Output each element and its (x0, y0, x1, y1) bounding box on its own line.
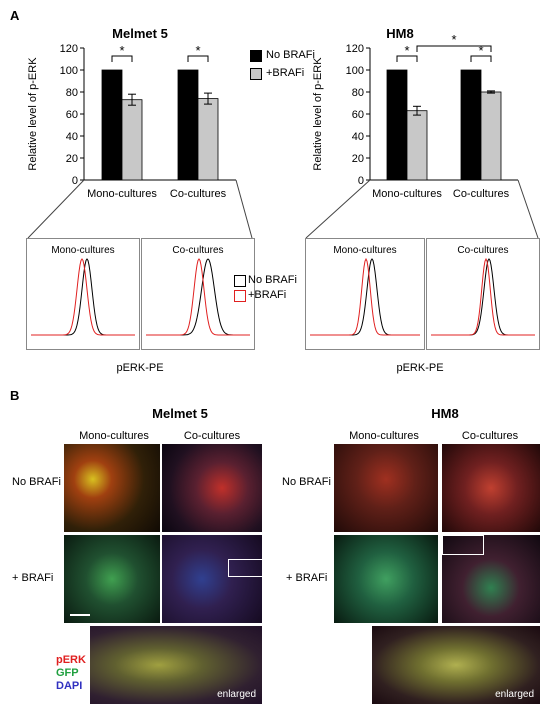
hist-legend-brafi: +BRAFi (248, 289, 287, 301)
category-label: Co-cultures (453, 188, 510, 200)
y-tick-label: 80 (352, 87, 364, 99)
micrograph-melmet-co-brafi (162, 535, 262, 623)
hist-legend-no-brafi: No BRAFi (248, 274, 297, 286)
row-label-melmet-no: No BRAFi (12, 476, 61, 488)
y-tick-label: 0 (72, 175, 78, 187)
sig-star-between: * (451, 32, 456, 47)
legend-swatch-no-brafi (250, 50, 262, 62)
zoom-box-hm8 (442, 535, 484, 555)
sig-bracket (111, 55, 133, 62)
y-tick-label: 20 (352, 153, 364, 165)
row-label-melmet-plus: + BRAFi (12, 572, 54, 584)
micrograph-hm8-mono-brafi (334, 535, 438, 623)
sig-bracket (187, 55, 209, 62)
micrograph-hm8-co-no (442, 444, 540, 532)
y-tick-label: 60 (66, 109, 78, 121)
y-tick-label: 120 (60, 43, 78, 55)
ylabel-melmet5: Relative level of p-ERK (27, 57, 39, 171)
scale-bar (70, 614, 90, 616)
bar (406, 110, 428, 181)
bar (460, 69, 482, 181)
zoom-line (235, 179, 253, 239)
zoom-connector-lines (27, 179, 539, 239)
zoom-line (27, 179, 85, 239)
sig-bracket (470, 55, 492, 62)
bar (197, 98, 219, 181)
micrograph-hm8-mono-no (334, 444, 438, 532)
row-label-hm8-plus: + BRAFi (286, 572, 328, 584)
y-tick-label: 0 (358, 175, 364, 187)
panel-label-a: A (10, 8, 20, 23)
col-label-hm8-co: Co-cultures (461, 430, 519, 442)
col-label-melmet-mono: Mono-cultures (79, 430, 149, 442)
micrograph-melmet-mono-no (64, 444, 160, 532)
bar (177, 69, 199, 181)
panel-b-melmet-title: Melmet 5 (152, 406, 208, 421)
sig-star: * (478, 43, 483, 58)
category-label: Co-cultures (170, 188, 227, 200)
zoom-line (305, 179, 371, 239)
category-label: Mono-cultures (87, 188, 157, 200)
hist-legend-swatch-no-brafi (234, 275, 246, 287)
hist-xlabel-melmet: pERK-PE (116, 362, 164, 374)
zoom-line (517, 179, 539, 239)
enlarged-melmet: enlarged (90, 626, 262, 704)
legend-label-no-brafi: No BRAFi (266, 49, 315, 61)
bar-chart-melmet5: 0 20 40 60 80 100 120 * Mono-cultures * Co-culture… (60, 43, 236, 200)
panel-label-b: B (10, 388, 20, 403)
enlarged-label-hm8: enlarged (495, 689, 534, 700)
enlarged-label-melmet: enlarged (217, 689, 256, 700)
zoom-box-melmet (228, 559, 262, 577)
hist-xlabel-hm8: pERK-PE (396, 362, 444, 374)
hist-hm8-mono: Mono-cultures (305, 238, 425, 350)
hist-hm8-mono-label: Mono-cultures (333, 245, 397, 256)
bar (386, 69, 408, 181)
melmet5-title: Melmet 5 (112, 26, 168, 41)
y-tick-label: 100 (346, 65, 364, 77)
sig-bracket-between (416, 45, 492, 52)
stain-label-perk: pERK (56, 654, 86, 666)
y-tick-label: 60 (352, 109, 364, 121)
hist-hm8-co: Co-cultures (426, 238, 540, 350)
y-tick-label: 100 (60, 65, 78, 77)
sig-star: * (404, 43, 409, 58)
y-tick-label: 40 (352, 131, 364, 143)
ylabel-hm8: Relative level of p-ERK (312, 57, 324, 171)
panel-a-charts: 0 20 40 60 80 100 120 * Mono-cultures * Co-culture… (27, 32, 539, 239)
col-label-hm8-mono: Mono-cultures (349, 430, 419, 442)
micrograph-hm8-co-brafi (442, 535, 540, 623)
hist-legend-swatch-brafi (234, 290, 246, 302)
sig-star: * (195, 43, 200, 58)
enlarged-hm8: enlarged (372, 626, 540, 704)
hist-melmet-mono-label: Mono-cultures (51, 245, 115, 256)
bar-chart-hm8: 0 20 40 60 80 100 120 * Mono-cultures * Co-culture… (346, 32, 518, 200)
sig-star: * (119, 43, 124, 58)
micrograph-melmet-co-no (162, 444, 262, 532)
y-tick-label: 40 (66, 131, 78, 143)
hist-melmet-mono: Mono-cultures (26, 238, 140, 350)
category-label: Mono-cultures (372, 188, 442, 200)
bar (480, 91, 502, 181)
col-label-melmet-co: Co-cultures (183, 430, 241, 442)
row-label-hm8-no: No BRAFi (282, 476, 331, 488)
micrograph-melmet-mono-brafi (64, 535, 160, 623)
y-tick-label: 80 (66, 87, 78, 99)
sig-bracket (396, 55, 418, 62)
hist-hm8-co-label: Co-cultures (457, 245, 509, 256)
legend-label-brafi: +BRAFi (266, 67, 305, 79)
stain-label-gfp: GFP (56, 667, 79, 679)
y-tick-label: 120 (346, 43, 364, 55)
y-tick-label: 20 (66, 153, 78, 165)
stain-label-dapi: DAPI (56, 680, 83, 692)
legend-swatch-brafi (250, 68, 262, 80)
bar (121, 99, 143, 181)
panel-b-hm8-title: HM8 (431, 406, 459, 421)
bar (101, 69, 123, 181)
hm8-title: HM8 (386, 26, 414, 41)
hist-melmet-co-label: Co-cultures (172, 245, 224, 256)
